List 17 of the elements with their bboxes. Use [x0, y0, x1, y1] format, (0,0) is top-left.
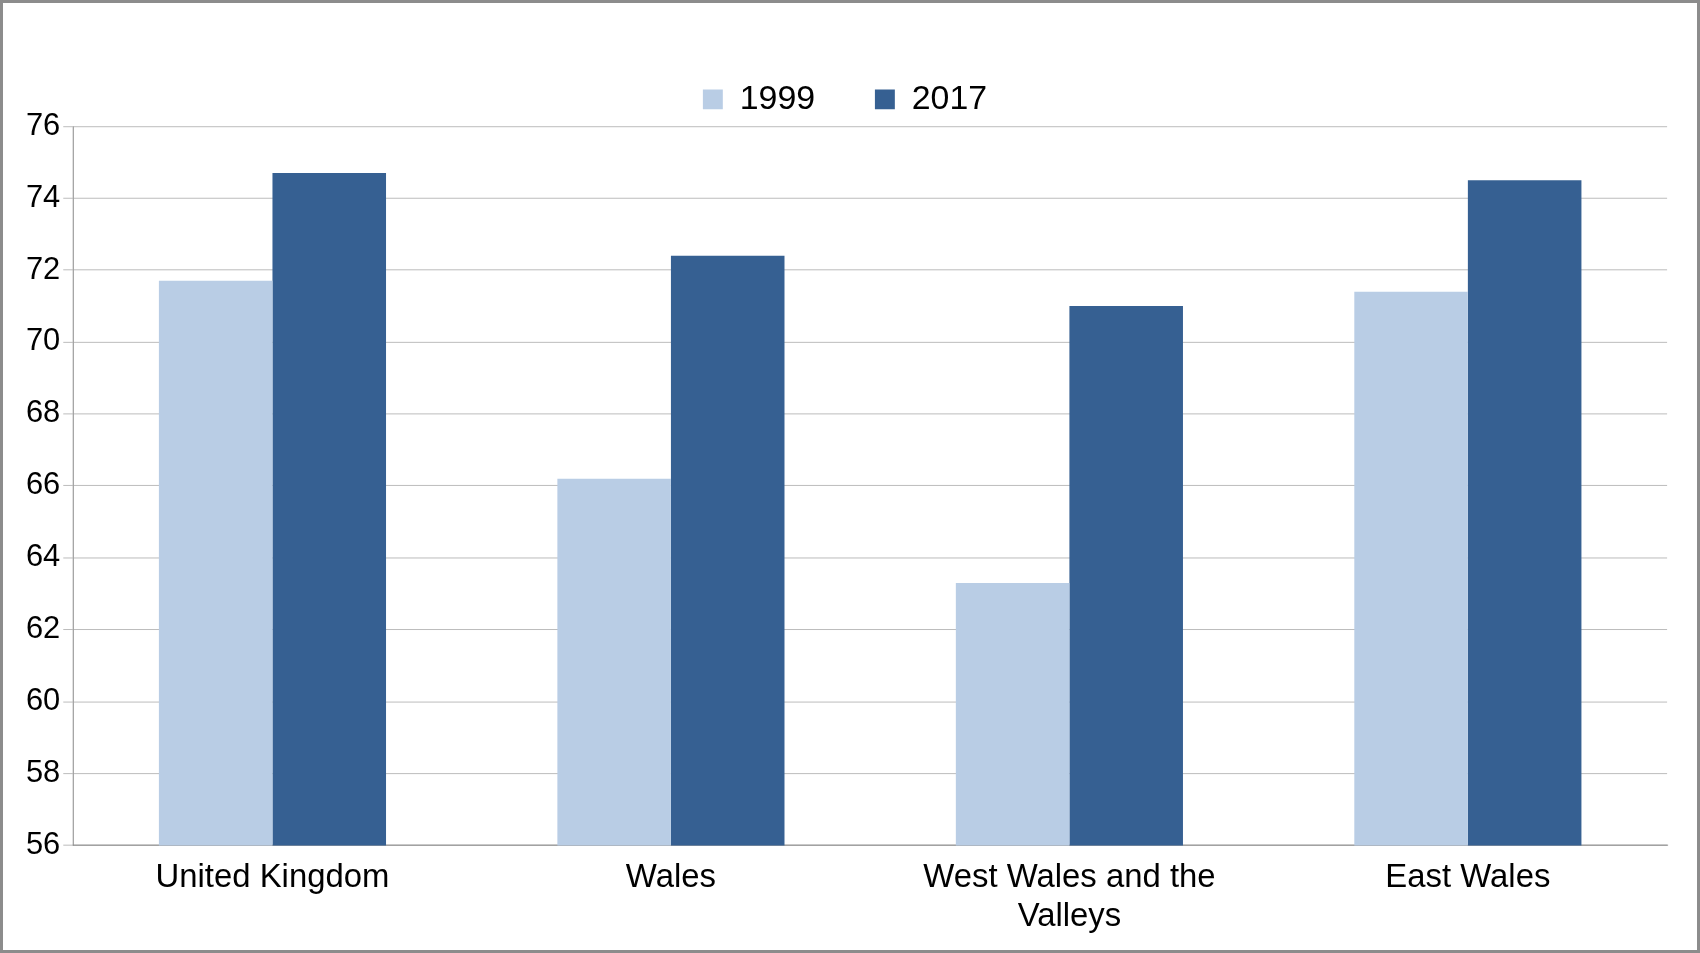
y-tick-label: 70 — [25, 322, 61, 358]
x-tick-label: United Kingdom — [155, 857, 390, 895]
y-tick-label: 62 — [25, 610, 61, 646]
legend-label: 2017 — [911, 77, 988, 116]
y-tick-label: 76 — [25, 106, 61, 142]
legend-label: 1999 — [739, 77, 816, 116]
y-tick-label: 72 — [25, 250, 61, 286]
y-tick-label: 64 — [25, 538, 61, 574]
y-tick-label: 58 — [25, 754, 61, 790]
y-tick-label: 68 — [25, 394, 61, 430]
y-tick-label: 56 — [25, 825, 61, 861]
y-tick-label: 74 — [25, 178, 61, 214]
x-tick-label: Wales — [625, 857, 716, 895]
y-tick-label: 66 — [25, 466, 61, 502]
x-tick-label: East Wales — [1385, 857, 1551, 895]
x-tick-label: West Wales and the Valleys — [923, 857, 1216, 934]
y-tick-label: 60 — [25, 682, 61, 718]
